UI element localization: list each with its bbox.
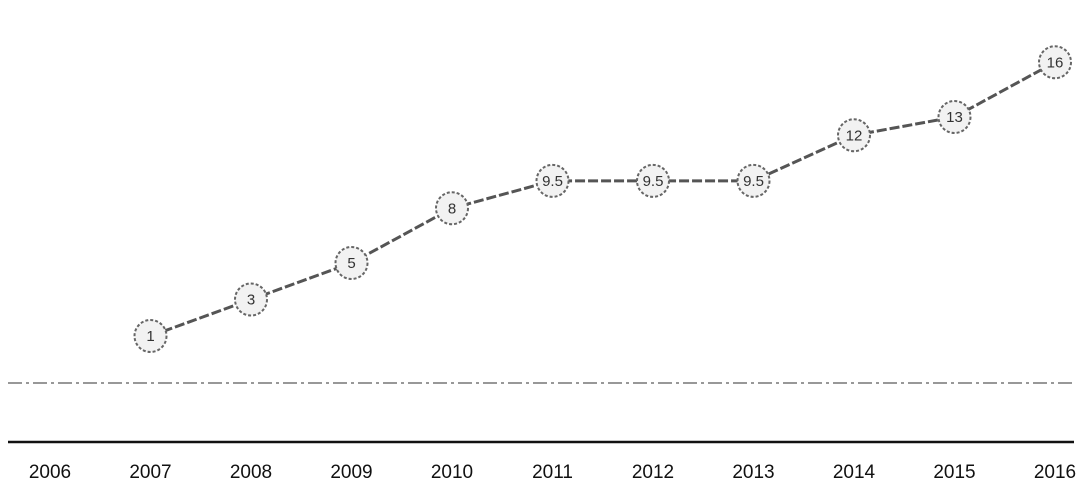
x-tick-label: 2015 <box>933 462 975 483</box>
data-point-label: 16 <box>1047 54 1064 71</box>
data-point-marker <box>636 163 670 198</box>
x-tick-label: 2011 <box>532 462 573 483</box>
data-point-marker <box>736 163 771 198</box>
x-axis-tick-labels: 2006 2007 2008 2009 2010 2011 2012 2013 2014 2015… <box>29 462 1076 483</box>
data-point-marker <box>234 282 268 317</box>
x-tick-label: 2010 <box>431 462 473 483</box>
data-point-marker <box>133 319 168 353</box>
x-tick-label: 2016 <box>1034 462 1076 483</box>
x-tick-label: 2008 <box>230 462 272 483</box>
x-tick-label: 2007 <box>129 462 171 483</box>
data-point-label: 9.5 <box>743 173 764 190</box>
data-point-label: 1 <box>146 328 154 345</box>
data-point-label: 8 <box>448 200 456 217</box>
data-point-marker <box>837 118 871 153</box>
data-point-label: 3 <box>247 292 255 309</box>
x-tick-label: 2012 <box>632 462 674 483</box>
data-point-marker <box>535 163 570 198</box>
data-point-marker <box>937 100 972 134</box>
data-point-label: 13 <box>946 109 963 126</box>
data-point-label: 9.5 <box>643 173 664 190</box>
x-tick-label: 2009 <box>330 462 372 483</box>
data-point-label: 12 <box>846 127 863 144</box>
x-tick-label: 2014 <box>833 462 876 483</box>
x-tick-label: 2006 <box>29 462 71 483</box>
data-point-marker <box>1038 45 1072 80</box>
series-line <box>149 60 1056 338</box>
data-point-label: 5 <box>347 255 355 272</box>
x-tick-label: 2013 <box>732 462 774 483</box>
data-point-label: 9.5 <box>542 173 563 190</box>
data-point-marker <box>435 191 469 226</box>
data-point-marker <box>334 246 369 280</box>
